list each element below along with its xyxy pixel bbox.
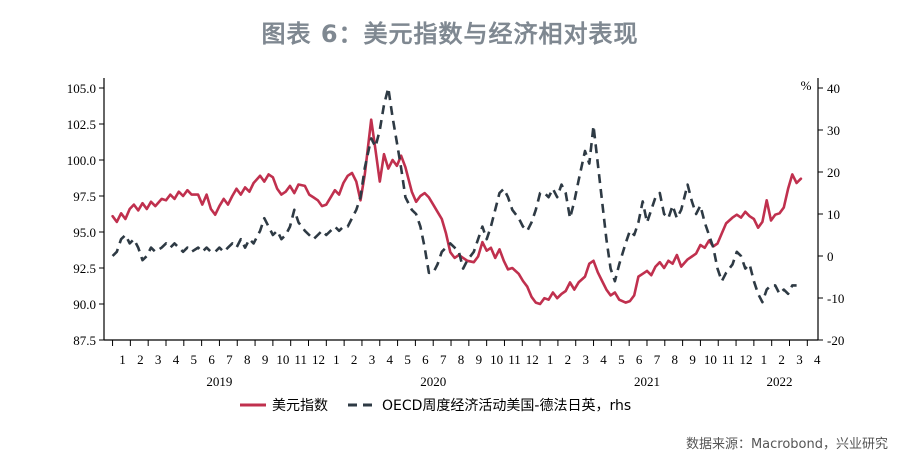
left-tick-label: 105.0 — [67, 81, 96, 96]
x-month-label: 5 — [191, 352, 198, 367]
right-tick-label: 10 — [827, 207, 840, 222]
x-month-label: 3 — [582, 352, 589, 367]
series-line-usd-index — [111, 118, 803, 306]
x-month-label: 8 — [244, 352, 251, 367]
x-month-label: 4 — [173, 352, 180, 367]
right-tick-label: 40 — [827, 81, 840, 96]
x-month-label: 4 — [387, 352, 394, 367]
x-month-label: 6 — [422, 352, 429, 367]
x-month-label: 3 — [369, 352, 376, 367]
chart-title: 图表 6：美元指数与经济相对表现 — [261, 20, 639, 48]
x-year-label: 2019 — [206, 374, 232, 389]
left-tick-label: 102.5 — [67, 117, 96, 132]
x-month-label: 7 — [226, 352, 233, 367]
left-tick-label: 90.0 — [73, 297, 96, 312]
x-month-label: 7 — [654, 352, 661, 367]
left-tick-label: 92.5 — [73, 261, 96, 276]
x-month-label: 10 — [490, 352, 503, 367]
left-tick-label: 97.5 — [73, 189, 96, 204]
x-month-label: 9 — [476, 352, 483, 367]
x-month-label: 12 — [312, 352, 325, 367]
right-axis-unit: % — [801, 78, 812, 93]
x-month-label: 11 — [294, 352, 307, 367]
legend: 美元指数 OECD周度经济活动美国-德法日英，rhs — [240, 397, 631, 414]
x-month-label: 8 — [672, 352, 679, 367]
left-tick-label: 95.0 — [73, 225, 96, 240]
x-month-label: 5 — [618, 352, 625, 367]
right-tick-label: 30 — [827, 123, 840, 138]
right-tick-label: 0 — [827, 249, 834, 264]
x-month-label: 1 — [119, 352, 126, 367]
x-month-label: 5 — [404, 352, 411, 367]
x-month-label: 1 — [547, 352, 554, 367]
x-month-label: 2 — [137, 352, 144, 367]
x-month-label: 4 — [600, 352, 607, 367]
x-month-label: 3 — [796, 352, 803, 367]
left-tick-label: 87.5 — [73, 333, 96, 348]
x-month-label: 11 — [722, 352, 735, 367]
x-year-label: 2022 — [767, 374, 793, 389]
legend-label-oecd-activity: OECD周度经济活动美国-德法日英，rhs — [382, 397, 631, 414]
x-year-label: 2020 — [420, 374, 446, 389]
x-month-label: 3 — [155, 352, 162, 367]
x-month-label: 11 — [508, 352, 521, 367]
source-note: 数据来源：Macrobond，兴业研究 — [685, 437, 888, 452]
series-line-oecd-activity — [111, 86, 797, 304]
x-month-label: 10 — [276, 352, 289, 367]
x-month-label: 1 — [333, 352, 340, 367]
x-year-label: 2021 — [634, 374, 660, 389]
x-month-label: 4 — [814, 352, 821, 367]
right-tick-label: 20 — [827, 165, 840, 180]
legend-label-usd-index: 美元指数 — [272, 398, 328, 414]
series-layer — [111, 86, 803, 306]
x-month-label: 2 — [565, 352, 572, 367]
x-month-label: 10 — [704, 352, 717, 367]
x-month-label: 12 — [526, 352, 539, 367]
x-month-label: 7 — [440, 352, 447, 367]
x-month-label: 9 — [689, 352, 696, 367]
right-tick-label: -20 — [827, 333, 844, 348]
x-month-label: 8 — [458, 352, 465, 367]
x-month-label: 9 — [262, 352, 269, 367]
x-month-label: 6 — [208, 352, 215, 367]
axes: 87.5 90.0 92.5 95.0 97.5 100.0 102.5 105.0 -20 -1… — [67, 78, 844, 389]
x-month-label: 6 — [636, 352, 643, 367]
x-month-label: 2 — [778, 352, 785, 367]
x-month-label: 2 — [351, 352, 358, 367]
right-tick-label: -10 — [827, 291, 844, 306]
x-month-label: 12 — [740, 352, 753, 367]
left-tick-label: 100.0 — [67, 153, 96, 168]
x-month-label: 1 — [761, 352, 768, 367]
